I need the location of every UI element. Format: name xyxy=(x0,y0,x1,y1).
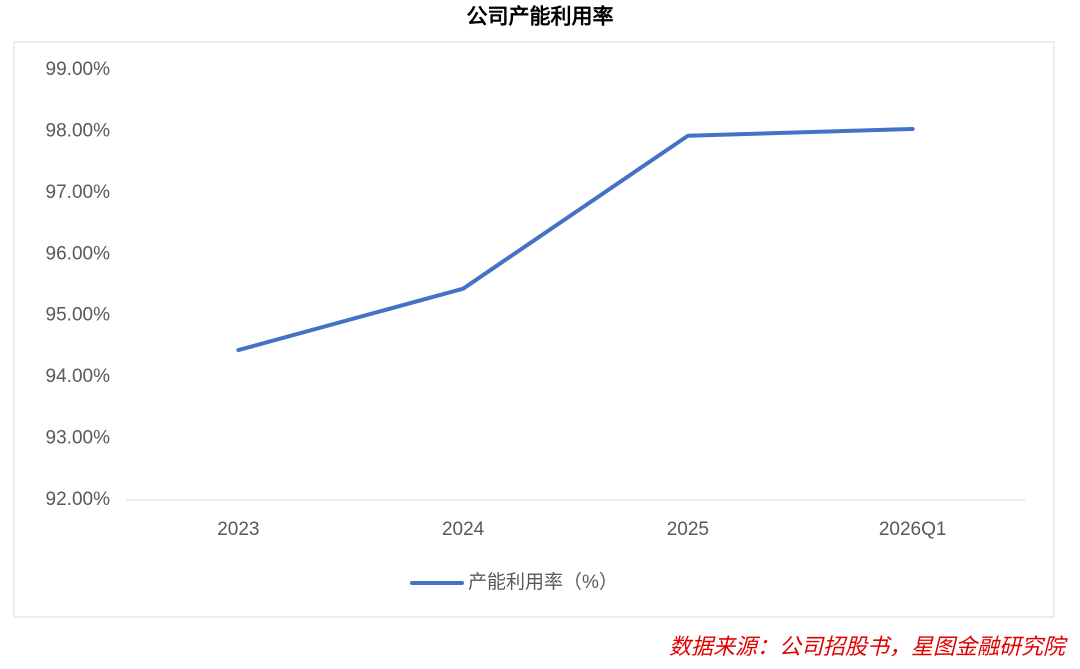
y-tick-label: 92.00% xyxy=(46,489,111,510)
chart-border xyxy=(13,41,1055,618)
source-note: 数据来源：公司招股书，星图金融研究院 xyxy=(669,634,1068,659)
y-tick-label: 95.00% xyxy=(46,305,111,326)
y-tick-label: 99.00% xyxy=(46,59,111,80)
legend-label: 产能利用率（%） xyxy=(468,571,618,593)
y-tick-label: 93.00% xyxy=(46,428,111,449)
y-tick-label: 98.00% xyxy=(46,120,111,141)
x-tick-label: 2026Q1 xyxy=(879,519,947,540)
y-tick-label: 94.00% xyxy=(46,366,111,387)
y-tick-label: 97.00% xyxy=(46,182,111,203)
chart-title: 公司产能利用率 xyxy=(467,5,614,29)
x-tick-label: 2025 xyxy=(667,519,709,540)
y-tick-label: 96.00% xyxy=(46,243,111,264)
x-tick-label: 2024 xyxy=(442,519,485,540)
x-tick-label: 2023 xyxy=(217,519,259,540)
data-line xyxy=(236,126,915,353)
